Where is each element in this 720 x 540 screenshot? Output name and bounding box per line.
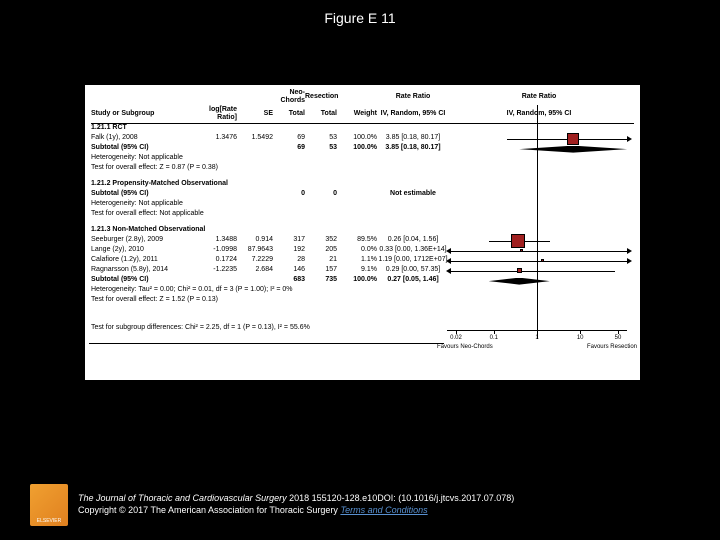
subtotal-row: Subtotal (95% CI)6953100.0%3.85 [0.18, 8… <box>91 144 634 154</box>
citation-details: 2018 155120-128.e10DOI: (10.1016/j.jtcvs… <box>287 493 515 503</box>
subgroup-title: 1.21.2 Propensity-Matched Observational <box>91 180 634 190</box>
col-rr-method1: IV, Random, 95% CI <box>377 110 449 118</box>
axis-tick <box>456 330 457 334</box>
study-row: Falk (1y), 20081.34761.54926953100.0%3.8… <box>91 134 634 144</box>
col-rr-method2: IV, Random, 95% CI <box>449 110 629 118</box>
stats-note: Test for overall effect: Z = 0.87 (P = 0… <box>91 164 634 174</box>
forest-plot: Neo-Chords Resection Rate Ratio Rate Rat… <box>85 85 640 380</box>
stats-note: Heterogeneity: Tau² = 0.00; Chi² = 0.01,… <box>91 286 634 296</box>
col-weight: Weight <box>337 110 377 118</box>
axis-tick-label: 10 <box>577 335 584 341</box>
axis-tick <box>537 330 538 334</box>
point-marker <box>517 268 522 273</box>
stats-note: Heterogeneity: Not applicable <box>91 200 634 210</box>
col-rr2: Rate Ratio <box>449 93 629 101</box>
subgroup-title: 1.21.1 RCT <box>91 124 634 134</box>
ci-line <box>449 271 615 272</box>
study-row: Lange (2y), 2010-1.099887.96431922050.0%… <box>91 246 634 256</box>
axis-tick-label: 50 <box>615 335 622 341</box>
null-line <box>537 105 538 339</box>
ci-arrow-right <box>627 136 632 142</box>
ci-arrow-left <box>446 268 451 274</box>
ci-line <box>449 261 629 262</box>
axis-tick <box>618 330 619 334</box>
stats-note: Test for overall effect: Not applicable <box>91 210 634 220</box>
axis-caption-right: Favours Resection <box>587 344 637 350</box>
col-nc-total: Total <box>273 110 305 118</box>
ci-arrow-right <box>627 258 632 264</box>
subtotal-row: Subtotal (95% CI)683735100.0%0.27 [0.05,… <box>91 276 634 286</box>
subgroup-diff-test: Test for subgroup differences: Chi² = 2.… <box>91 324 451 332</box>
col-study: Study or Subgroup <box>91 110 201 118</box>
diamond-marker <box>489 278 550 285</box>
study-row: Calafiore (1.2y), 20110.17247.222928211.… <box>91 256 634 266</box>
study-row: Ragnarsson (5.8y), 2014-1.22352.68414615… <box>91 266 634 276</box>
forest-table: Neo-Chords Resection Rate Ratio Rate Rat… <box>85 85 640 338</box>
col-neochords: Neo-Chords <box>273 89 305 106</box>
publisher-block: ELSEVIER The Journal of Thoracic and Car… <box>30 484 514 526</box>
ci-arrow-right <box>627 248 632 254</box>
axis-tick-label: 1 <box>535 335 538 341</box>
col-se: SE <box>237 110 273 118</box>
citation: The Journal of Thoracic and Cardiovascul… <box>78 493 514 516</box>
ci-line <box>449 251 629 252</box>
stats-note: Test for overall effect: Z = 1.52 (P = 0… <box>91 296 634 306</box>
citation-journal: The Journal of Thoracic and Cardiovascul… <box>78 493 287 503</box>
col-logrr: log[Rate Ratio] <box>201 106 237 123</box>
axis-tick <box>494 330 495 334</box>
ci-arrow-left <box>446 248 451 254</box>
figure-title: Figure E 11 <box>0 10 720 26</box>
point-marker <box>520 249 523 252</box>
ci-arrow-left <box>446 258 451 264</box>
terms-link[interactable]: Terms and Conditions <box>340 505 427 515</box>
elsevier-logo: ELSEVIER <box>30 484 68 526</box>
axis-tick-label: 0.1 <box>490 335 498 341</box>
stats-note: Heterogeneity: Not applicable <box>91 154 634 164</box>
axis-tick <box>580 330 581 334</box>
subtotal-row: Subtotal (95% CI)00Not estimable <box>91 190 634 200</box>
axis-tick-label: 0.02 <box>450 335 462 341</box>
diamond-marker <box>519 146 627 153</box>
col-resection: Resection <box>305 93 337 101</box>
col-res-total: Total <box>305 110 337 118</box>
citation-copyright: Copyright © 2017 The American Associatio… <box>78 505 340 515</box>
col-rr1: Rate Ratio <box>377 93 449 101</box>
axis-caption-left: Favours Neo-Chords <box>437 344 493 350</box>
point-marker <box>541 259 544 262</box>
study-row: Seeburger (2.8y), 20091.34880.9143173528… <box>91 236 634 246</box>
footer-rule <box>89 343 444 344</box>
subgroup-title: 1.21.3 Non-Matched Observational <box>91 226 634 236</box>
x-axis: 0.020.111050 Favours Neo-Chords Favours … <box>447 330 627 358</box>
